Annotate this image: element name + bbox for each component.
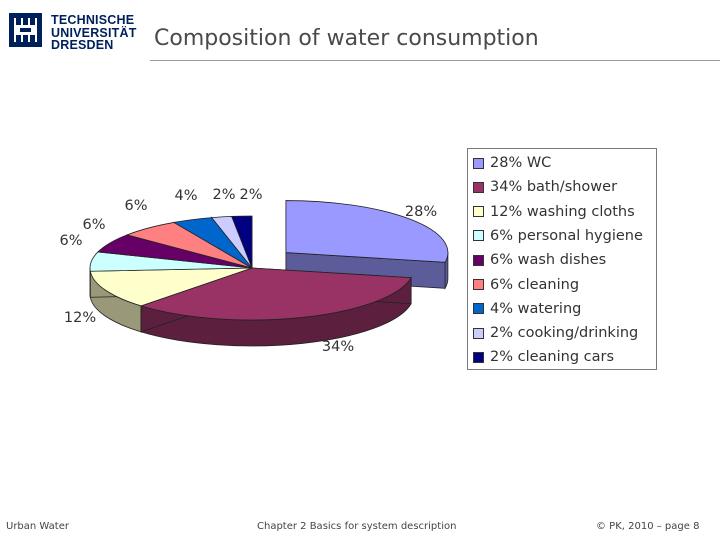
legend-label: 2% cleaning cars [490,349,615,366]
legend-swatch [473,303,484,315]
legend-item: 28% WC [473,153,551,173]
legend-item: 12% washing cloths [473,202,635,222]
legend-swatch [473,181,484,193]
legend-label: 12% washing cloths [490,203,635,220]
legend-label: 4% watering [490,300,582,317]
pie-data-label: 6% [59,233,82,249]
chart-legend: 28% WC 34% bath/shower 12% washing cloths 6… [467,148,657,370]
legend-swatch [473,206,484,218]
legend-label: 34% bath/shower [490,179,618,196]
legend-swatch [473,254,484,266]
pie-slice-washing-cloths [89,267,253,307]
pie-data-label: 28% [405,204,437,220]
legend-label: 2% cooking/drinking [490,325,639,342]
pie-data-label: 34% [322,339,354,355]
legend-item: 2% cooking/drinking [473,323,638,343]
university-logo: TECHNISCHE UNIVERSITÄT DRESDEN [8,10,143,58]
pie-data-label: 4% [174,188,197,204]
legend-item: 6% wash dishes [473,250,606,270]
legend-label: 28% WC [490,155,552,171]
pie-slice-bath-shower [139,267,412,321]
legend-swatch [473,351,484,363]
logo-line-3: DRESDEN [51,38,114,52]
legend-swatch [473,157,484,169]
footer-course: Urban Water [6,521,69,532]
legend-label: 6% personal hygiene [490,227,643,244]
footer-page: © PK, 2010 – page 8 [596,521,700,532]
legend-swatch [473,279,484,290]
tu-dresden-emblem-icon [9,13,42,47]
title-divider [150,60,720,61]
legend-label: 6% wash dishes [490,252,607,269]
pie-slice-cleaning-cars [231,215,253,269]
legend-swatch [473,327,484,339]
legend-label: 6% cleaning [490,276,580,293]
legend-item: 6% personal hygiene [473,226,643,246]
logo-line-2: UNIVERSITÄT [51,25,137,40]
page-title: Composition of water consumption [154,26,539,51]
pie-data-label: 2% [212,187,235,203]
pie-data-label: 6% [82,217,105,233]
university-name: TECHNISCHE UNIVERSITÄT DRESDEN [51,14,137,52]
legend-swatch [473,230,484,242]
legend-item: 4% watering [473,299,581,319]
logo-line-1: TECHNISCHE [51,13,135,27]
pie-data-label: 6% [124,198,147,214]
pie-slice-wc [285,200,449,263]
pie-data-label: 12% [64,310,96,326]
legend-item: 6% cleaning [473,275,579,295]
legend-item: 34% bath/shower [473,177,617,197]
footer-chapter: Chapter 2 Basics for system description [257,521,457,532]
legend-item: 2% cleaning cars [473,347,614,367]
pie-data-label: 2% [239,187,262,203]
